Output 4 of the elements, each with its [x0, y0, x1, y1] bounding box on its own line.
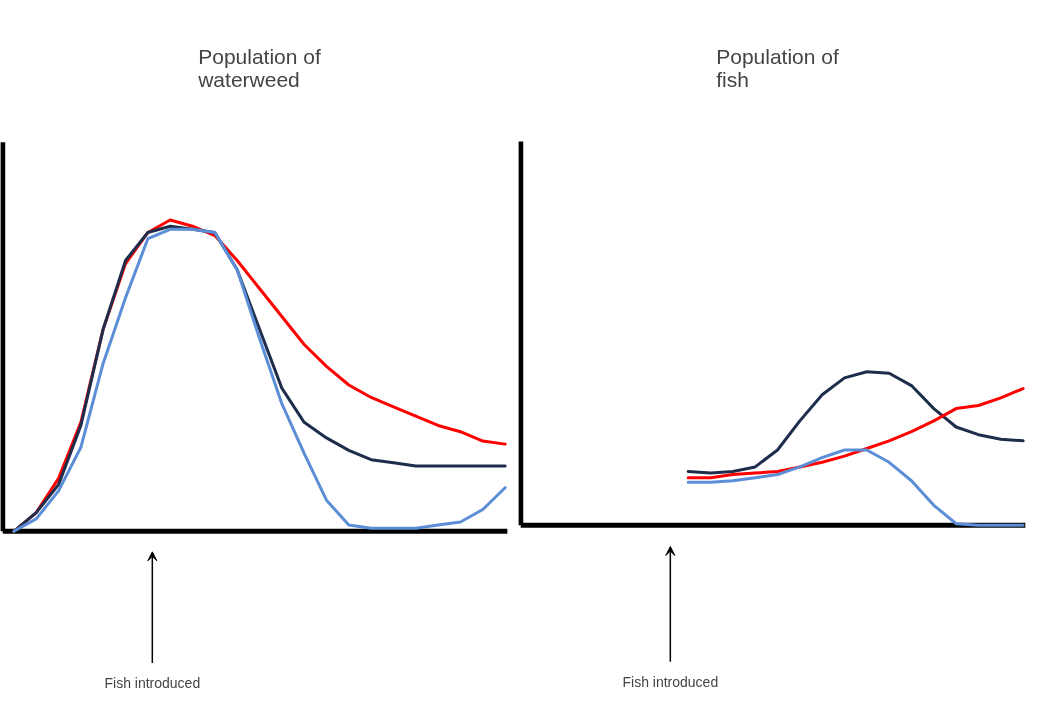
chart-title: Population of waterweed [197, 44, 321, 91]
text: Fish introduced [104, 674, 201, 691]
chart-title: Population of fish [716, 44, 839, 91]
text: Fish introduced [622, 674, 719, 691]
